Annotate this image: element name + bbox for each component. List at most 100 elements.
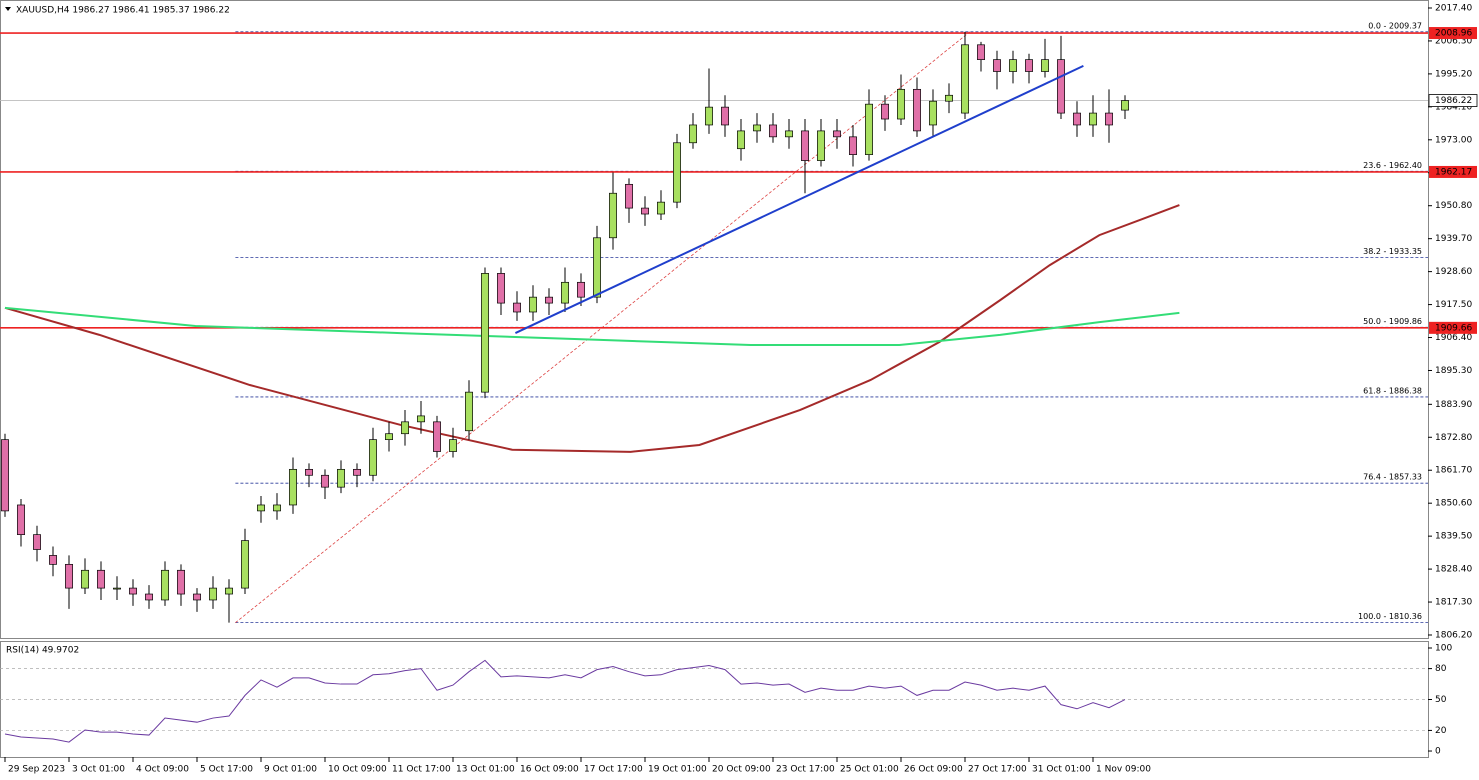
candle-body bbox=[273, 504, 281, 512]
candle-body bbox=[737, 130, 745, 150]
candle-body bbox=[625, 183, 633, 209]
candle-body bbox=[657, 201, 665, 215]
x-tick-label: 23 Oct 17:00 bbox=[776, 765, 835, 775]
x-tick-label: 25 Oct 01:00 bbox=[840, 765, 899, 775]
candle-body bbox=[1073, 112, 1081, 126]
y-tick-label: 1906.40 bbox=[1435, 333, 1472, 343]
y-tick-label: 1861.70 bbox=[1435, 466, 1472, 476]
level-box bbox=[1429, 321, 1477, 334]
x-tick-label: 27 Oct 17:00 bbox=[968, 765, 1027, 775]
candle-body bbox=[49, 555, 57, 565]
candle-body bbox=[465, 391, 473, 432]
y-tick-label: 80 bbox=[1435, 664, 1447, 674]
y-tick-label: 1872.80 bbox=[1435, 433, 1472, 443]
candle-body bbox=[289, 468, 297, 506]
price-panel-frame bbox=[0, 0, 1429, 639]
candle-body bbox=[161, 569, 169, 601]
candle-body bbox=[705, 106, 713, 126]
x-tick-label: 19 Oct 01:00 bbox=[648, 765, 707, 775]
candle-body bbox=[481, 273, 489, 393]
candle-body bbox=[961, 44, 969, 114]
y-tick-label: 1984.10 bbox=[1435, 102, 1472, 112]
candle-body bbox=[753, 124, 761, 132]
x-tick-label: 1 Nov 09:00 bbox=[1096, 765, 1151, 775]
y-tick-label: 1995.20 bbox=[1435, 69, 1472, 79]
candle-body bbox=[545, 296, 553, 304]
x-tick-label: 20 Oct 09:00 bbox=[712, 765, 771, 775]
last-price-box bbox=[1428, 94, 1478, 107]
rsi-line bbox=[4, 659, 1126, 743]
candle-body bbox=[897, 88, 905, 120]
rsi-title: RSI(14) 49.9702 bbox=[6, 646, 79, 656]
level-box bbox=[1429, 27, 1477, 40]
fib-label: 76.4 - 1857.33 bbox=[1363, 473, 1422, 482]
candle-body bbox=[865, 103, 873, 155]
candle-body bbox=[97, 569, 105, 589]
x-tick-label: 26 Oct 09:00 bbox=[904, 765, 963, 775]
x-tick-label: 10 Oct 09:00 bbox=[328, 765, 387, 775]
level-box bbox=[1429, 165, 1477, 178]
fib-label: 0.0 - 2009.37 bbox=[1368, 21, 1422, 30]
chart-title: XAUUSD,H4 1986.27 1986.41 1985.37 1986.2… bbox=[16, 6, 230, 16]
candle-body bbox=[65, 563, 73, 589]
trendline bbox=[514, 64, 1084, 334]
candle-body bbox=[1041, 59, 1049, 72]
candle-body bbox=[673, 142, 681, 203]
candle-body bbox=[817, 130, 825, 161]
candle-body bbox=[833, 130, 841, 138]
x-tick-label: 31 Oct 01:00 bbox=[1032, 765, 1091, 775]
x-tick-label: 9 Oct 01:00 bbox=[264, 765, 317, 775]
fib-label: 23.6 - 1962.40 bbox=[1363, 161, 1422, 170]
candle-body bbox=[337, 468, 345, 488]
candle-body bbox=[529, 296, 537, 313]
moving-average bbox=[4, 306, 1180, 346]
y-tick-label: 1883.90 bbox=[1435, 400, 1472, 410]
y-tick-label: 0 bbox=[1435, 747, 1441, 757]
candle-body bbox=[913, 88, 921, 132]
candle-body bbox=[577, 281, 585, 298]
level-label: 2008.96 bbox=[1435, 29, 1472, 39]
last-price-label: 1986.22 bbox=[1435, 96, 1472, 106]
candle-body bbox=[1025, 59, 1033, 72]
candle-body bbox=[113, 587, 121, 590]
candle-body bbox=[1089, 112, 1097, 126]
candle-body bbox=[241, 540, 249, 589]
candle-body bbox=[993, 59, 1001, 72]
y-tick-label: 1950.80 bbox=[1435, 201, 1472, 211]
candle-body bbox=[433, 421, 441, 452]
y-tick-label: 20 bbox=[1435, 726, 1447, 736]
candle-body bbox=[369, 439, 377, 476]
x-tick-label: 17 Oct 17:00 bbox=[584, 765, 643, 775]
candle-body bbox=[561, 281, 569, 304]
level-label: 1909.66 bbox=[1435, 323, 1472, 333]
candle-body bbox=[689, 124, 697, 144]
candle-body bbox=[1105, 112, 1113, 126]
candle-body bbox=[385, 433, 393, 441]
candle-body bbox=[593, 237, 601, 298]
candle-body bbox=[721, 106, 729, 126]
y-tick-label: 1839.50 bbox=[1435, 532, 1472, 542]
candle-body bbox=[129, 587, 137, 595]
fib-label: 38.2 - 1933.35 bbox=[1363, 247, 1422, 256]
y-tick-label: 1895.30 bbox=[1435, 366, 1472, 376]
y-tick-label: 2017.40 bbox=[1435, 3, 1472, 13]
candle-body bbox=[401, 421, 409, 435]
candle-body bbox=[17, 504, 25, 536]
x-tick-label: 16 Oct 09:00 bbox=[520, 765, 579, 775]
y-tick-label: 1939.70 bbox=[1435, 234, 1472, 244]
candle-body bbox=[1057, 59, 1065, 114]
candle-body bbox=[193, 593, 201, 601]
candle-body bbox=[1009, 59, 1017, 72]
candle-body bbox=[257, 504, 265, 512]
y-tick-label: 1817.30 bbox=[1435, 598, 1472, 608]
x-tick-label: 29 Sep 2023 bbox=[8, 765, 65, 775]
y-tick-label: 50 bbox=[1435, 695, 1447, 705]
candle-body bbox=[785, 130, 793, 138]
y-tick-label: 1928.60 bbox=[1435, 267, 1472, 277]
x-tick-label: 11 Oct 17:00 bbox=[392, 765, 451, 775]
y-tick-label: 1850.60 bbox=[1435, 499, 1472, 509]
candle-body bbox=[177, 569, 185, 595]
candle-body bbox=[225, 587, 233, 595]
candle-body bbox=[1121, 100, 1129, 111]
menu-arrow bbox=[5, 7, 11, 11]
